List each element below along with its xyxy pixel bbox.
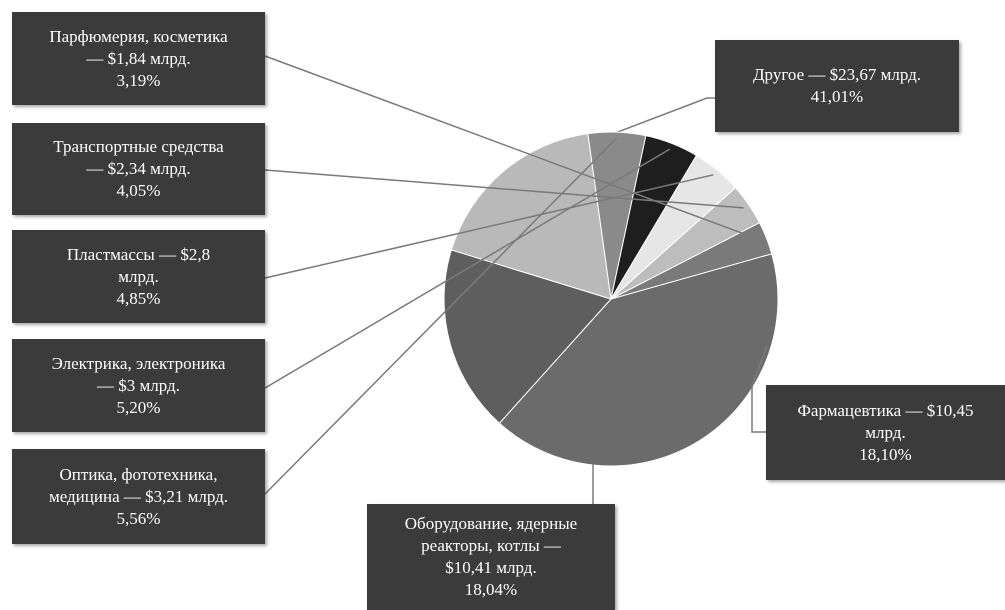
data-label-text: Электрика, электроника	[51, 353, 226, 373]
data-label-text: Пластмассы — $2,8	[66, 244, 211, 264]
data-label-text: — $1,84 млрд.	[86, 48, 191, 68]
data-label-percent: 3,19%	[116, 70, 161, 90]
data-label-text: реакторы, котлы —	[421, 536, 561, 555]
data-label: Другое — $23,67 млрд. 41,01%	[715, 40, 959, 132]
leader-line	[264, 174, 714, 279]
data-label: Фармацевтика — $10,45 млрд. 18,10%	[766, 385, 1005, 480]
pie-slice	[443, 249, 612, 424]
data-label-text: — $2,34 млрд.	[86, 159, 191, 178]
data-label: Пластмассы — $2,8 млрд. 4,85%	[12, 230, 265, 323]
data-label-text: млрд.	[118, 266, 159, 286]
data-label-text: медицина — $3,21 млрд.	[48, 486, 229, 506]
data-label-text: Оборудование, ядерные	[404, 514, 578, 533]
data-label-text: Парфюмерия, косметика	[49, 26, 228, 46]
leader-line	[751, 346, 768, 433]
data-label-text: Транспортные средства	[53, 137, 224, 156]
leader-line	[264, 169, 744, 209]
data-label-percent: 4,05%	[116, 181, 161, 200]
data-label-percent: 4,85%	[116, 288, 161, 308]
data-label-percent: 5,56%	[116, 508, 161, 528]
data-label-percent: 41,01%	[810, 87, 864, 106]
data-label: Электрика, электроника — $3 млрд. 5,20%	[12, 339, 265, 432]
data-label-text: — $3 млрд.	[97, 375, 180, 395]
data-label-percent: 18,04%	[464, 580, 518, 599]
leader-line	[264, 137, 618, 495]
data-label: Транспортные средства — $2,34 млрд. 4,05%	[12, 123, 265, 215]
data-label: Оптика, фототехника, медицина — $3,21 млр…	[12, 449, 265, 544]
data-label-text: млрд.	[865, 422, 906, 442]
data-label-percent: 18,10%	[859, 444, 912, 464]
leader-line	[264, 55, 762, 241]
data-label-text: Оптика, фототехника,	[59, 464, 218, 484]
data-label-text: Фармацевтика — $10,45	[797, 400, 974, 420]
data-label: Оборудование, ядерные реакторы, котлы — $1…	[367, 504, 615, 610]
pie-slice	[610, 222, 773, 300]
data-label-text: $10,41 млрд.	[445, 558, 537, 577]
data-label-percent: 5,20%	[116, 397, 161, 417]
data-label: Парфюмерия, косметика — $1,84 млрд. 3,19%	[12, 12, 265, 105]
leader-line	[264, 148, 671, 389]
pie-slice	[498, 253, 779, 467]
data-label-text: Другое — $23,67 млрд.	[752, 65, 922, 84]
